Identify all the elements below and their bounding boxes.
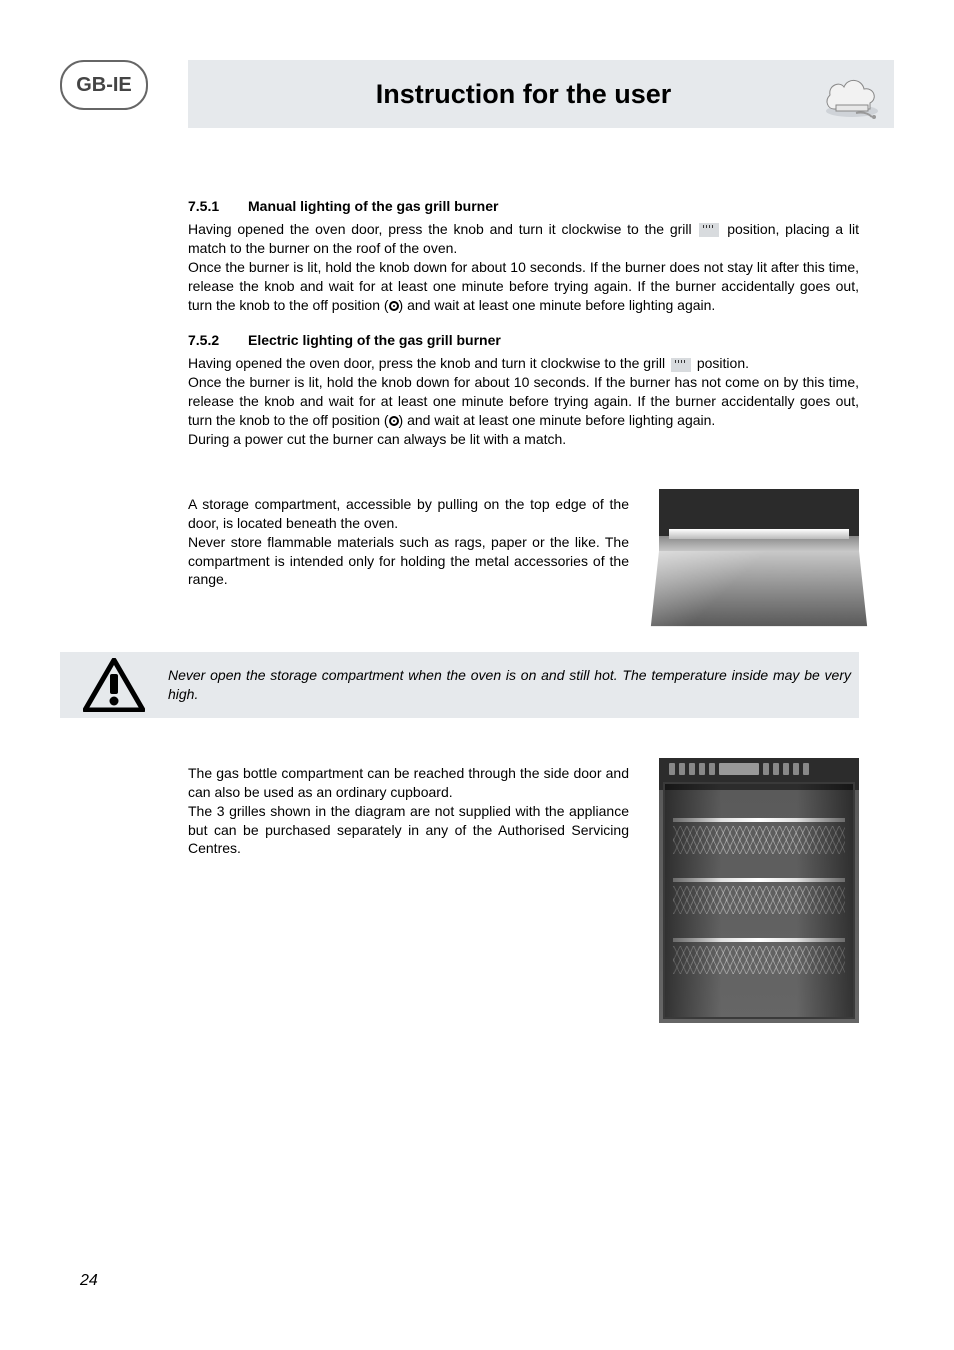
region-badge: GB-IE — [60, 60, 148, 110]
bottle-para2: The 3 grilles shown in the diagram are n… — [188, 802, 629, 859]
chef-hat-icon — [822, 69, 882, 119]
sec2-para3: During a power cut the burner can always… — [188, 430, 859, 449]
gas-bottle-section: The gas bottle compartment can be reache… — [188, 764, 859, 1023]
page-number: 24 — [80, 1272, 98, 1290]
section-title: Electric lighting of the gas grill burne… — [248, 332, 501, 348]
page-header: Instruction for the user — [188, 60, 859, 128]
sec1-para1: Having opened the oven door, press the k… — [188, 220, 859, 258]
chef-icon-box — [809, 60, 894, 128]
text: Having opened the oven door, press the k… — [188, 355, 669, 371]
storage-para1: A storage compartment, accessible by pul… — [188, 495, 629, 533]
warning-text: Never open the storage compartment when … — [168, 666, 859, 704]
bottle-para1: The gas bottle compartment can be reache… — [188, 764, 629, 802]
page-title: Instruction for the user — [376, 79, 672, 110]
storage-section: A storage compartment, accessible by pul… — [188, 495, 859, 624]
text: ) and wait at least one minute before li… — [399, 412, 716, 428]
section-number: 7.5.2 — [188, 332, 248, 348]
text: Having opened the oven door, press the k… — [188, 221, 697, 237]
section-number: 7.5.1 — [188, 198, 248, 214]
section-title: Manual lighting of the gas grill burner — [248, 198, 498, 214]
storage-para2: Never store flammable materials such as … — [188, 533, 629, 590]
text: ) and wait at least one minute before li… — [399, 297, 716, 313]
section-7-5-2-heading: 7.5.2Electric lighting of the gas grill … — [188, 332, 859, 348]
sec2-para1: Having opened the oven door, press the k… — [188, 354, 859, 373]
gas-bottle-compartment-image — [659, 758, 859, 1023]
off-position-icon — [389, 301, 399, 311]
storage-compartment-image — [659, 489, 859, 624]
warning-callout: Never open the storage compartment when … — [60, 652, 859, 718]
off-position-icon — [389, 416, 399, 426]
warning-icon — [60, 658, 168, 712]
grill-icon — [671, 358, 691, 372]
sec2-para2: Once the burner is lit, hold the knob do… — [188, 373, 859, 430]
grill-icon — [699, 223, 719, 237]
region-label: GB-IE — [76, 74, 132, 97]
text: position. — [693, 355, 749, 371]
section-7-5-1-heading: 7.5.1Manual lighting of the gas grill bu… — [188, 198, 859, 214]
sec1-para2: Once the burner is lit, hold the knob do… — [188, 258, 859, 315]
content-area: 7.5.1Manual lighting of the gas grill bu… — [188, 190, 859, 1023]
